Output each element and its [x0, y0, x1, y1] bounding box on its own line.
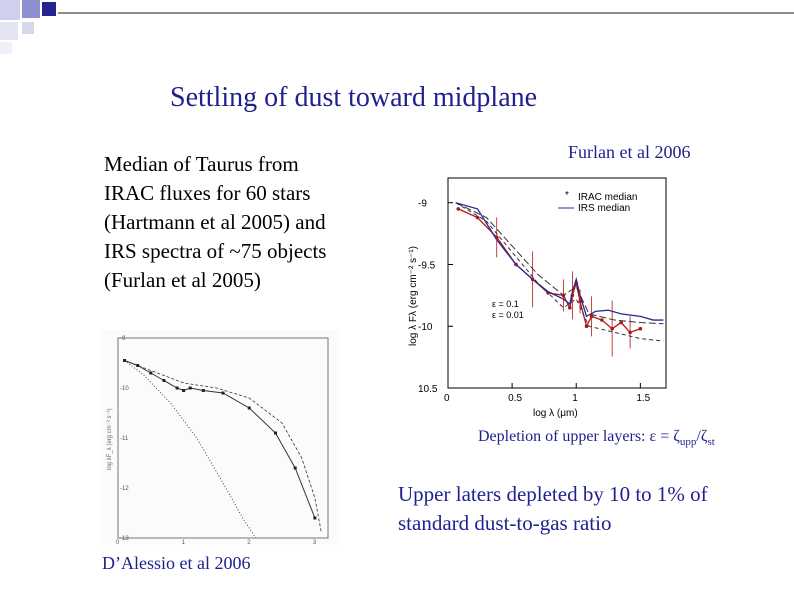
data-point — [313, 516, 317, 520]
plot-frame — [117, 337, 329, 539]
deco-square — [0, 42, 12, 54]
conclusion-text: Upper laters depleted by 10 to 1% of sta… — [398, 480, 708, 538]
y-tick-label: -10 — [418, 322, 433, 333]
equals-sign: = — [656, 428, 674, 445]
zeta-symbol: ζ — [673, 428, 680, 445]
deco-square — [0, 0, 20, 20]
zeta-symbol: ζ — [700, 428, 708, 445]
y-tick-label: -9 — [418, 199, 427, 210]
furlan-sed-plot: 0 0.5 1 1.5 -9 -9.5 -10 10.5 * IRAC median IRS … — [408, 177, 667, 419]
x-tick-label: 3 — [313, 540, 317, 545]
data-point — [182, 389, 186, 392]
y-tick-label: 10.5 — [418, 384, 438, 395]
subscript-st: st — [707, 436, 715, 449]
series-line-3 — [455, 202, 664, 325]
series-line-0 — [124, 360, 257, 539]
description-line: (Furlan et al 2005) — [104, 268, 261, 292]
data-point — [247, 406, 251, 410]
dalessio-sed-plot: 0 1 2 3 -9 -10 -11 -12 -13 log λF_λ (erg cm⁻² s⁻… — [100, 330, 340, 545]
y-tick-label: -10 — [120, 386, 129, 392]
data-point — [293, 466, 297, 470]
description-text: Median of Taurus from IRAC fluxes for 60… — [104, 150, 404, 295]
data-point — [568, 305, 572, 310]
data-point — [221, 391, 225, 395]
data-point — [456, 207, 461, 211]
series-line-1 — [455, 202, 664, 321]
data-point — [638, 326, 643, 331]
y-tick-label: -13 — [120, 536, 129, 542]
y-tick-label: -9 — [120, 336, 126, 342]
furlan-caption: Furlan et al 2006 — [568, 142, 691, 162]
annotation-eps-001: ε = 0.01 — [492, 310, 524, 320]
data-point — [584, 324, 589, 329]
depletion-prefix: Depletion of upper layers: — [478, 428, 650, 445]
slide-title: Settling of dust toward midplane — [170, 82, 538, 113]
deco-square — [0, 22, 18, 40]
data-point — [619, 320, 623, 325]
x-tick-label: 0 — [116, 540, 120, 545]
depletion-text: Depletion of upper layers: ε = ζupp/ζst — [478, 428, 715, 448]
description-line: (Hartmann et al 2005) and — [104, 210, 326, 234]
slash: / — [696, 428, 701, 445]
plot-background — [100, 330, 340, 545]
data-point — [149, 371, 153, 375]
conclusion-line: Upper laters depleted by 10 to 1% of — [398, 482, 708, 506]
x-axis-label: log λ (μm) — [533, 408, 578, 419]
epsilon-symbol: ε — [649, 428, 657, 445]
conclusion-line: standard dust-to-gas ratio — [398, 511, 612, 535]
deco-square — [22, 0, 40, 18]
y-axis-label: log λ Fλ (erg cm⁻² s⁻¹) — [408, 246, 419, 346]
subscript-upp: upp — [679, 436, 697, 449]
x-tick-label: 0 — [444, 393, 450, 404]
x-tick-label: 2 — [247, 540, 251, 545]
annotation-eps-01: ε = 0.1 — [492, 299, 519, 309]
x-tick-label: 0.5 — [508, 393, 522, 404]
legend-irs: IRS median — [578, 203, 630, 214]
plot-frame — [447, 177, 667, 389]
x-tick-label: 1 — [572, 393, 578, 404]
data-point — [274, 431, 277, 435]
data-point — [136, 364, 140, 367]
deco-square — [42, 2, 56, 16]
data-point — [201, 389, 205, 392]
legend-marker: * — [565, 190, 569, 201]
series-line-0 — [457, 208, 641, 334]
header-rule — [58, 12, 794, 14]
y-tick-label: -11 — [120, 436, 129, 442]
x-tick-label: 1.5 — [636, 393, 650, 404]
y-axis-label: log λF_λ (erg cm⁻² s⁻¹) — [107, 408, 113, 470]
description-line: Median of Taurus from — [104, 152, 299, 176]
deco-square — [22, 22, 34, 34]
dalessio-caption: D’Alessio et al 2006 — [102, 553, 251, 573]
description-line: IRAC fluxes for 60 stars — [104, 181, 311, 205]
data-point — [475, 215, 480, 220]
data-point — [188, 386, 192, 390]
description-line: IRS spectra of ~75 objects — [104, 239, 327, 263]
series-line-2 — [124, 360, 322, 534]
y-tick-label: -9.5 — [418, 260, 436, 271]
data-point — [600, 318, 604, 322]
data-point — [162, 379, 166, 382]
legend-irac: IRAC median — [578, 192, 637, 203]
x-tick-label: 1 — [182, 540, 186, 545]
data-point — [175, 386, 179, 390]
y-tick-label: -12 — [120, 486, 129, 492]
